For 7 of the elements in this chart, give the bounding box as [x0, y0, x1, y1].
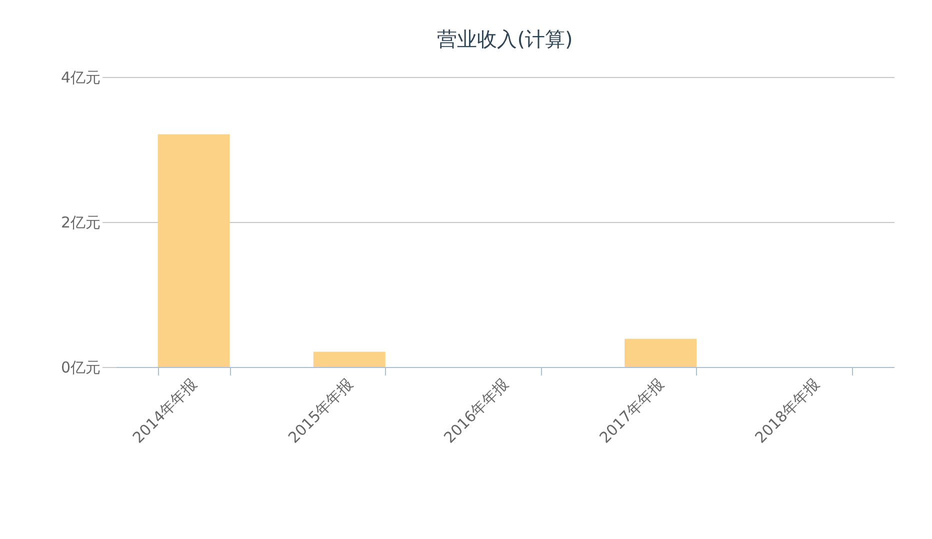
bar [313, 352, 386, 367]
y-tick-label: 0亿元 [60, 358, 100, 376]
chart-title: 营业收入(计算) [437, 27, 573, 51]
y-tick-label: 4亿元 [60, 68, 100, 86]
y-tick-label: 2亿元 [60, 214, 100, 232]
bar [624, 338, 697, 367]
bar [158, 134, 230, 367]
